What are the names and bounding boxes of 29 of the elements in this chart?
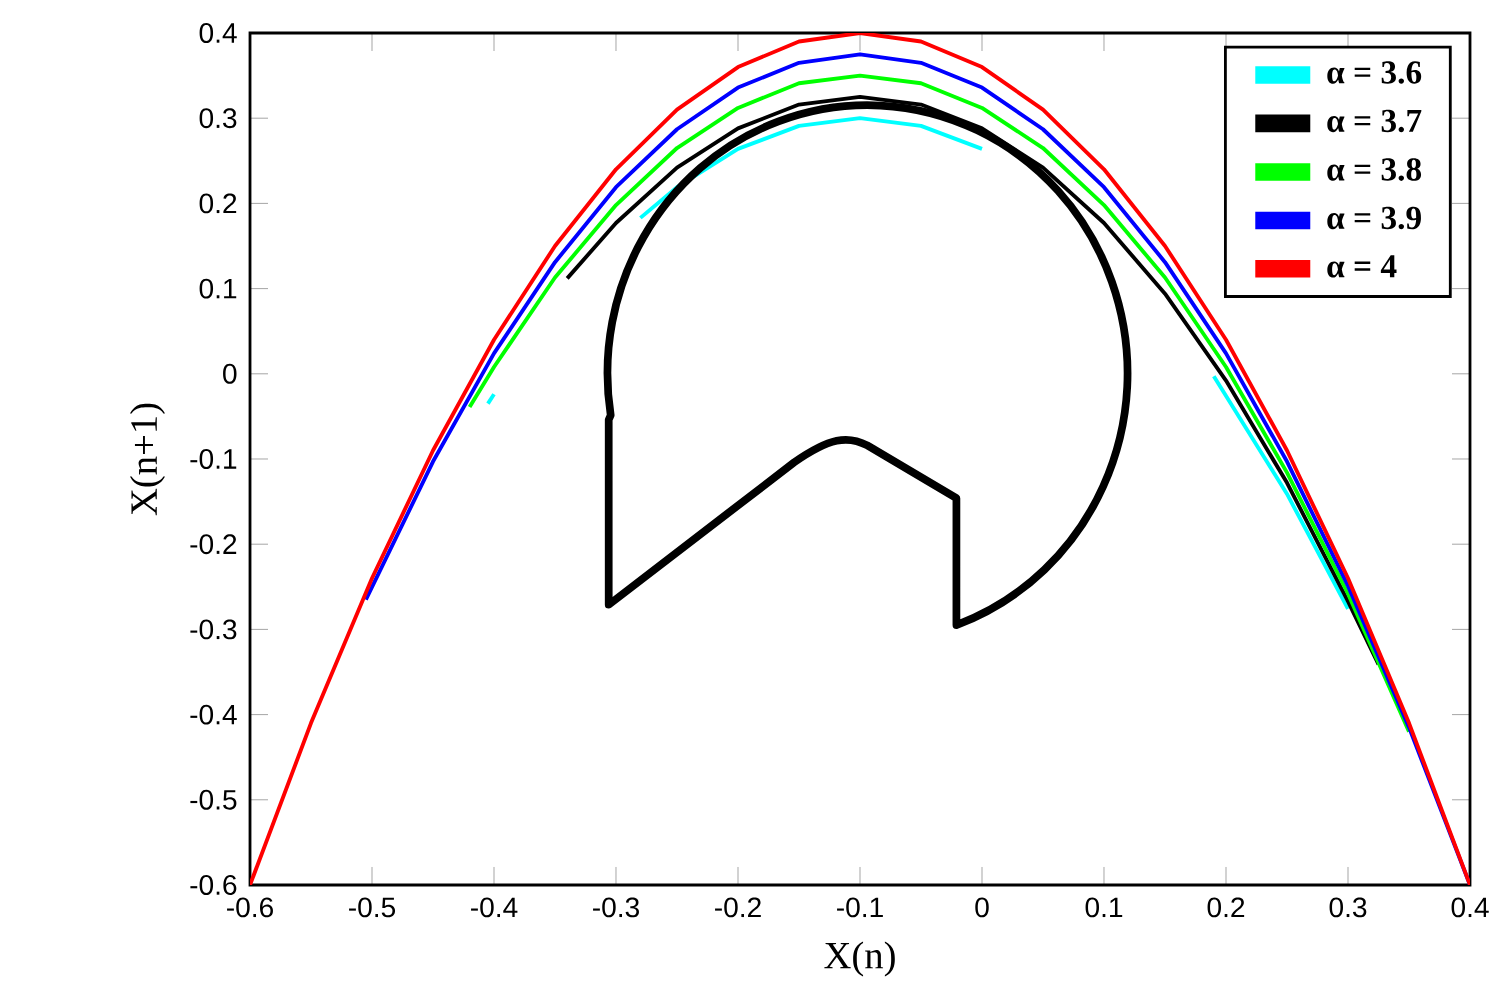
y-tick-label: -0.1 [190, 449, 237, 469]
x-tick-label: 0.4 [1451, 897, 1489, 918]
y-axis-title: X(n+1) [129, 403, 165, 516]
y-tick-label: -0.4 [190, 704, 237, 725]
legend-label: α = 3.8 [1327, 158, 1422, 181]
y-tick-label: 0.3 [199, 108, 237, 129]
x-tick-label: -0.6 [227, 897, 273, 918]
legend-label: α = 3.9 [1327, 206, 1421, 230]
legend-label: α = 3.7 [1327, 109, 1422, 133]
x-tick-label: -0.5 [349, 897, 396, 918]
y-tick-label: -0.6 [190, 875, 237, 895]
x-tick-label: -0.4 [471, 897, 518, 918]
legend-label: α = 4 [1327, 255, 1397, 278]
x-tick-label: 0 [975, 897, 989, 918]
y-tick-label: 0.2 [199, 193, 237, 214]
x-tick-label: -0.1 [837, 897, 883, 918]
legend-label: α = 3.6 [1327, 61, 1422, 84]
x-axis-title: X(n) [824, 941, 895, 977]
x-tick-label: -0.2 [715, 897, 761, 918]
y-tick-label: 0.1 [199, 278, 237, 299]
x-tick-label: 0.3 [1329, 897, 1367, 918]
y-tick-label: 0 [223, 363, 237, 384]
y-tick-label: -0.5 [190, 789, 237, 810]
y-tick-label: 0.4 [199, 23, 237, 43]
y-tick-label: -0.3 [190, 619, 237, 640]
x-tick-label: -0.3 [593, 897, 639, 918]
x-tick-label: 0.2 [1207, 897, 1245, 918]
y-tick-label: -0.2 [190, 534, 237, 555]
x-tick-label: 0.1 [1085, 897, 1123, 918]
